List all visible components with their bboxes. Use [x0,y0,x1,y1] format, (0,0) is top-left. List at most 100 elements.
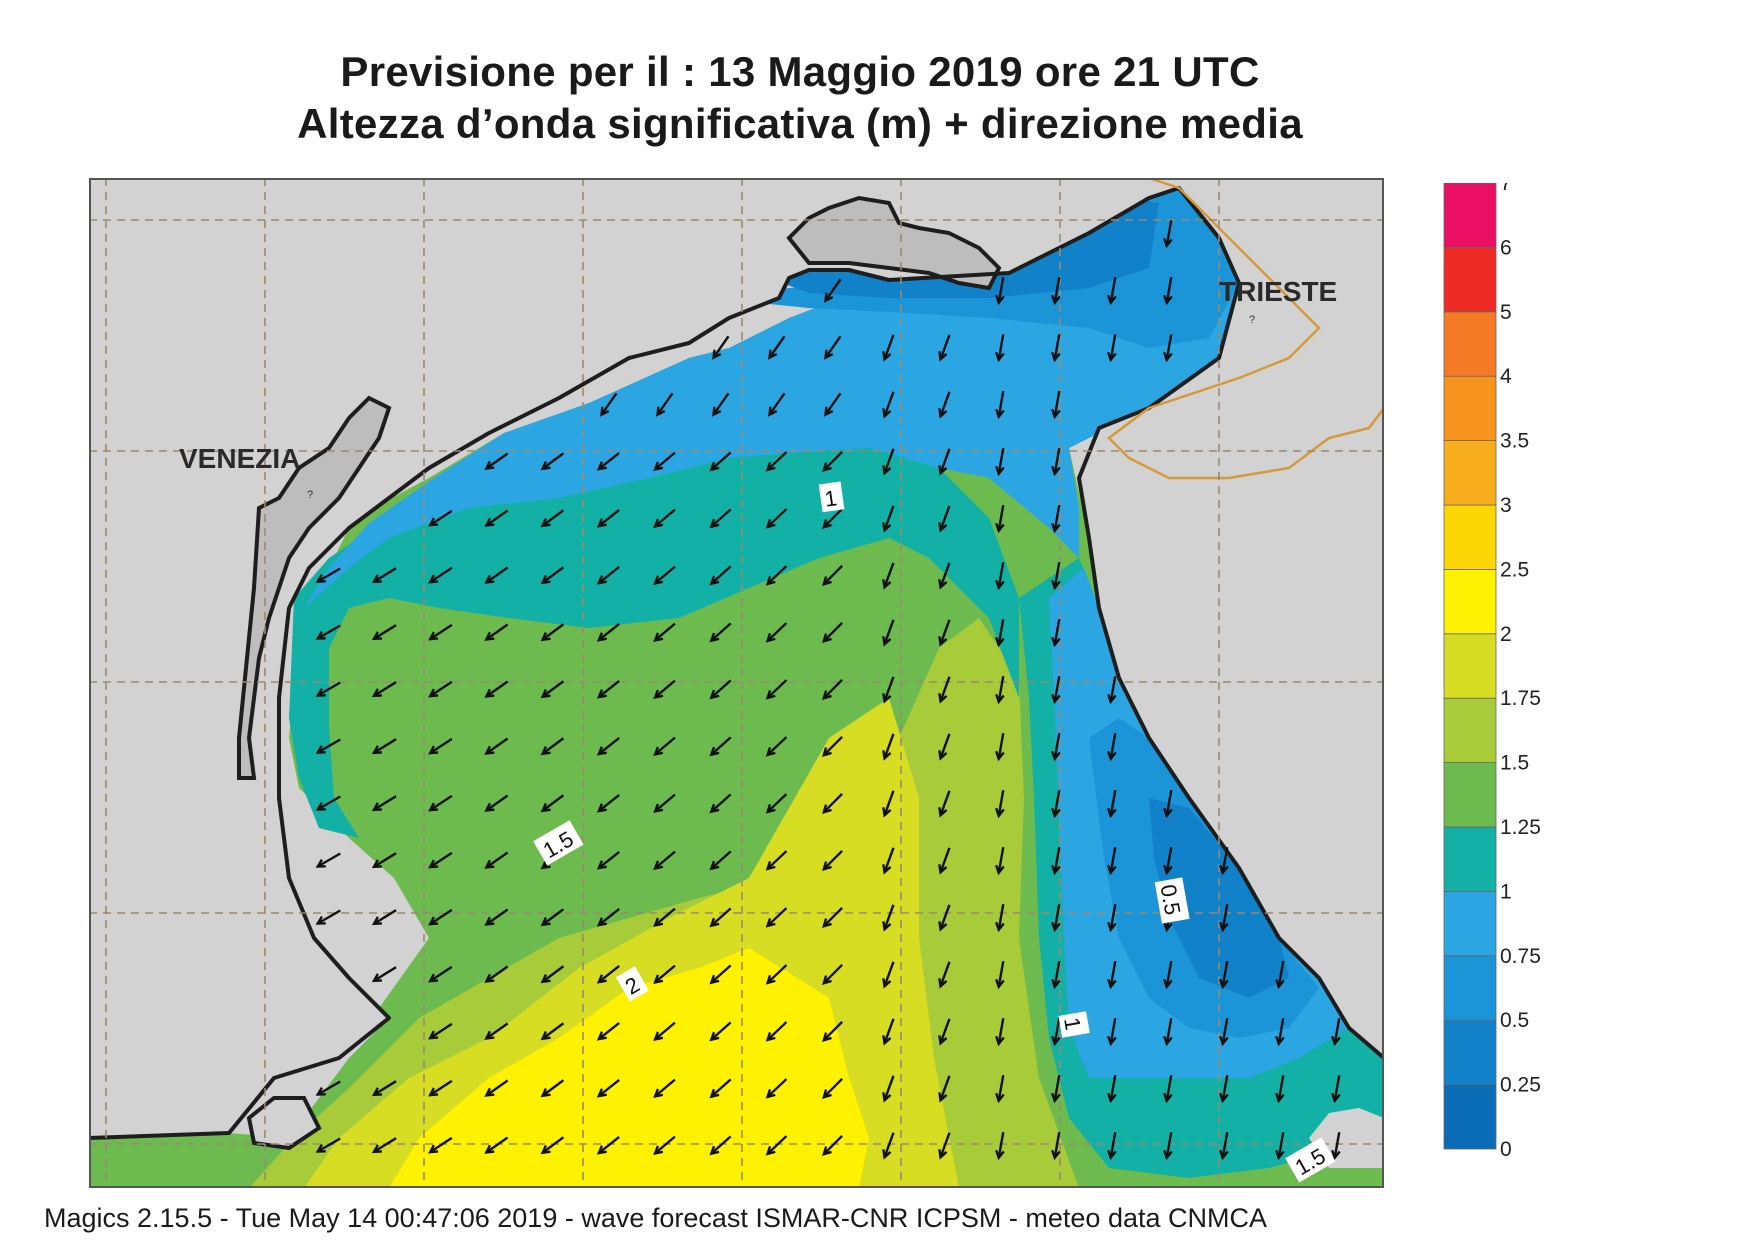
direction-arrow [373,909,397,925]
direction-arrow-head [1219,978,1229,990]
direction-arrow [1165,333,1173,361]
direction-arrow-head [1051,465,1061,477]
direction-arrow-head [484,574,495,584]
svg-text:1: 1 [1059,1016,1086,1032]
direction-arrow [939,619,951,645]
direction-arrow-head [1051,1149,1061,1161]
svg-text:0.5: 0.5 [1156,883,1186,917]
direction-arrow-head [653,1031,664,1041]
direction-arrow [824,278,842,302]
direction-arrow [654,907,676,927]
direction-arrow-head [824,349,834,360]
direction-arrow [712,392,730,416]
direction-arrow [654,1135,676,1155]
direction-arrow-head [882,807,892,818]
direction-arrow [766,565,788,585]
direction-arrow-head [315,1087,326,1096]
direction-arrow [883,676,895,702]
direction-arrow-head [822,747,832,757]
wave-height-map: VENEZIA TRIESTE ? ? 1 1.5 2 0.5 1 1.5 [89,178,1384,1188]
direction-arrow [712,335,730,359]
direction-arrow [654,850,676,870]
direction-arrow-head [995,408,1005,420]
direction-arrow-head [1163,978,1173,990]
direction-arrow [883,619,895,645]
direction-arrow [317,852,341,868]
direction-arrow [1053,960,1061,988]
direction-arrow [822,450,844,472]
direction-arrow [710,736,732,756]
legend-tick-label: 7 [1500,183,1512,195]
direction-arrow [710,907,732,927]
direction-arrow [939,334,951,360]
direction-arrow [1221,1074,1229,1102]
direction-arrow-head [882,978,892,989]
direction-arrow-head [938,579,948,590]
direction-arrow [598,793,620,813]
direction-arrow-head [428,688,439,698]
direction-arrow [485,965,509,983]
direction-arrow-head [540,860,551,870]
direction-arrow-head [1219,1149,1229,1161]
direction-arrow-head [882,408,892,419]
direction-arrow-head [768,406,778,417]
direction-arrow [1221,846,1229,874]
direction-arrow [598,565,620,585]
direction-arrow [1277,1074,1285,1102]
direction-arrow-head [938,693,948,704]
legend-tick-label: 1.5 [1500,752,1529,775]
direction-arrow-head [540,1088,551,1098]
direction-arrow [541,1022,565,1040]
direction-arrow [541,794,565,812]
direction-arrow [1109,675,1117,703]
direction-arrow [654,679,676,699]
direction-arrow-head [600,406,610,417]
direction-arrow-head [540,689,551,699]
direction-arrow-head [484,1087,495,1097]
wave-direction-arrows [315,219,1341,1161]
direction-arrow [766,451,788,471]
place-label-trieste: TRIESTE [1219,276,1337,307]
direction-arrow [373,1080,397,1096]
direction-arrow-head [1051,1092,1061,1104]
direction-arrow-head [822,576,832,586]
direction-arrow-head [1163,237,1173,249]
map-title: Previsione per il : 13 Maggio 2019 ore 2… [340,48,1260,95]
direction-arrow [1053,390,1061,418]
direction-arrow-head [653,917,664,927]
direction-arrow [710,565,732,585]
direction-arrow [766,622,788,642]
direction-arrow [654,1078,676,1098]
direction-arrow [1109,903,1117,931]
direction-arrow-head [596,689,607,699]
map-frame [89,178,1384,1188]
city-marker-venezia: ? [307,489,313,501]
direction-arrow-head [1051,750,1061,762]
direction-arrow [939,1132,951,1158]
direction-arrow [317,795,341,811]
legend-tick-label: 1.25 [1500,816,1541,839]
svg-text:1: 1 [823,485,839,511]
land-southwest-islet [246,1096,322,1151]
direction-arrow [654,736,676,756]
direction-arrow [883,334,895,360]
contour-band-1-west [289,418,1019,838]
direction-arrow [1221,903,1229,931]
direction-arrow [822,564,844,586]
direction-arrow [485,1022,509,1040]
direction-arrow [883,847,895,873]
direction-arrow [485,623,509,641]
direction-arrow-head [484,517,495,527]
direction-arrow [997,789,1005,817]
direction-arrow-head [938,807,948,818]
direction-arrow [654,622,676,642]
direction-arrow-head [995,522,1005,534]
direction-arrow-head [1107,351,1117,363]
direction-arrow-head [822,462,832,472]
direction-arrow-head [995,864,1005,876]
direction-arrow-head [315,1144,326,1153]
direction-arrow [541,566,565,584]
direction-arrow [485,566,509,584]
contour-label: 1 [1058,1011,1090,1038]
legend-band-3 [1443,440,1497,506]
